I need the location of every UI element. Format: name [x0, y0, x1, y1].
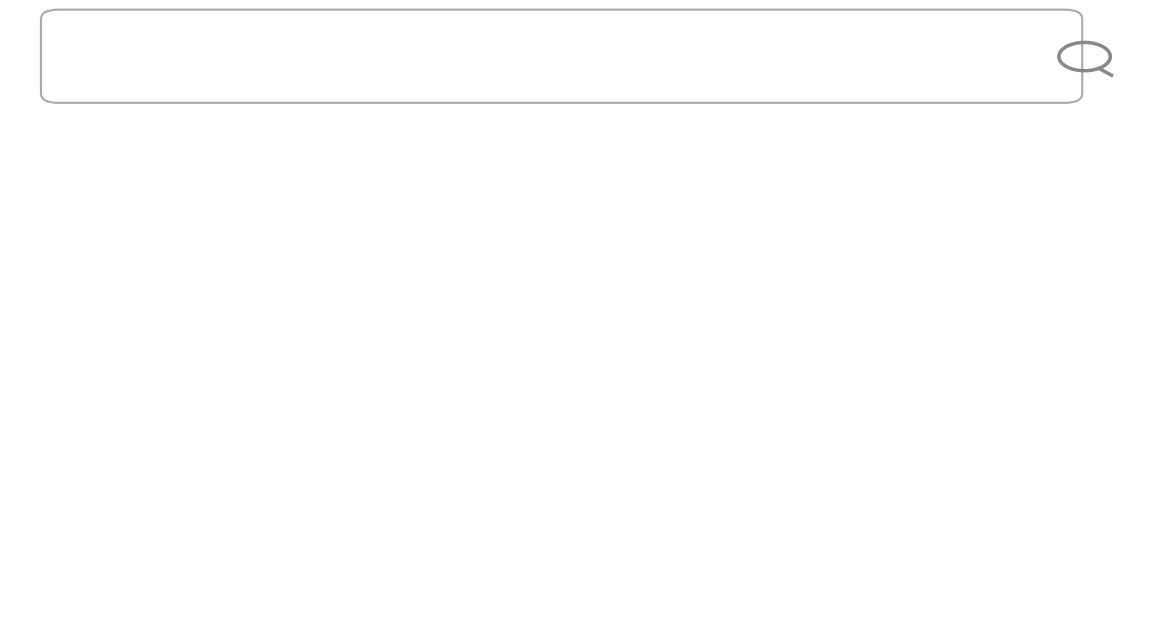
- Text: Triple
point: Triple point: [233, 557, 262, 579]
- X-axis label: Temperature in °C: Temperature in °C: [404, 607, 544, 622]
- Text: Normal
boiling point: Normal boiling point: [359, 382, 428, 404]
- Text: Phase Diagram of  Water: Phase Diagram of Water: [248, 35, 828, 78]
- FancyBboxPatch shape: [745, 161, 1144, 521]
- Text: A: A: [234, 532, 242, 545]
- Text: D: D: [238, 163, 247, 177]
- Text: 217.75: 217.75: [152, 141, 197, 154]
- Text: B: B: [234, 397, 242, 410]
- Text: 1. Predict the
physical form of a
sample of water at
300°C and 100 atm.: 1. Predict the physical form of a sample…: [820, 280, 1069, 389]
- Text: (Critical
pressure): (Critical pressure): [144, 164, 197, 185]
- Text: Normal
freezing point: Normal freezing point: [236, 365, 314, 387]
- Text: E: E: [697, 163, 704, 177]
- Text: Critical
Point: Critical Point: [695, 129, 734, 150]
- Title: Phase Diagram for Water: Phase Diagram for Water: [378, 105, 570, 120]
- Y-axis label: Pressure in atm: Pressure in atm: [125, 294, 139, 413]
- Text: C: C: [347, 375, 356, 388]
